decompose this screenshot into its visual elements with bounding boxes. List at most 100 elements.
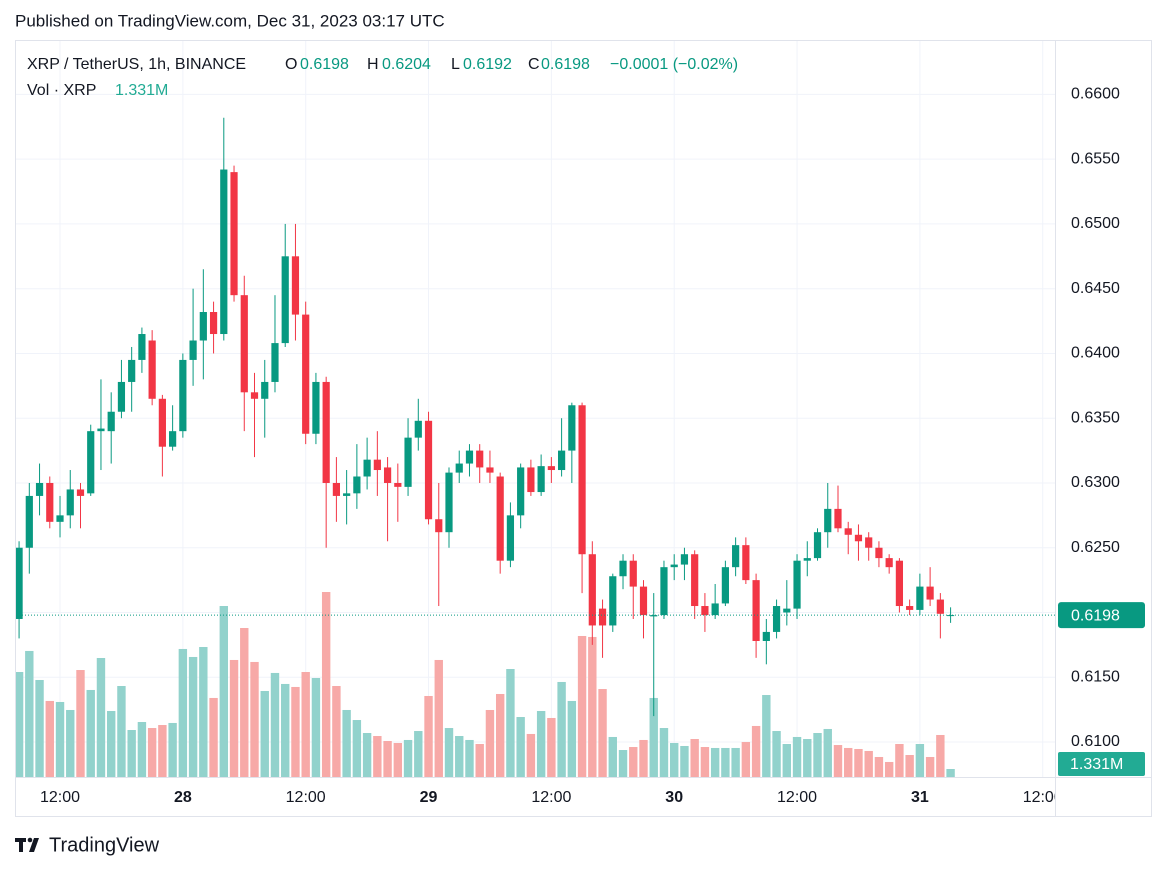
volume-bar (659, 728, 669, 777)
volume-bar (229, 659, 239, 777)
ohlc-value: 0.6204 (382, 56, 431, 73)
volume-bar (352, 720, 362, 777)
volume-bar (618, 750, 628, 777)
volume-bar (16, 671, 24, 777)
candle-body (332, 482, 341, 496)
y-tick-label: 0.6150 (1071, 668, 1120, 685)
volume-bar (864, 750, 873, 777)
candle-body (35, 482, 44, 496)
candle-body (250, 392, 259, 399)
volume-bar (526, 733, 536, 777)
volume-bar (86, 689, 95, 777)
volume-bar (147, 728, 157, 777)
volume-box (1058, 752, 1145, 776)
volume-bar (250, 661, 259, 777)
volume-bar (516, 717, 525, 777)
ohlc-letter: H (367, 56, 379, 73)
candle-body (629, 560, 637, 587)
published: Published on TradingView.com, Dec 31, 20… (15, 11, 445, 30)
ohlc-value: 0.6192 (463, 56, 512, 73)
volume-bar (168, 722, 177, 777)
ohlc-letter: O (285, 56, 297, 73)
volume-bar (741, 742, 751, 777)
ohlc-letter: L (451, 56, 460, 73)
candle-body (721, 567, 729, 604)
candle-body (291, 256, 300, 315)
x-tick-label: 12:00 (777, 789, 817, 806)
last-price-label: 0.6198 (1071, 607, 1120, 624)
footer-brand: TradingView (49, 834, 160, 856)
candle-body (158, 398, 166, 447)
volume-bar (925, 756, 935, 777)
volume-bar (270, 672, 280, 777)
volume-bar (946, 769, 955, 777)
candle-body (598, 608, 607, 626)
volume-bar (188, 656, 198, 777)
volume-bar (751, 725, 761, 777)
volume-bar (895, 744, 904, 777)
candle-body (261, 381, 269, 399)
candle-body (128, 359, 136, 382)
volume-bar (710, 747, 720, 777)
candle-body (803, 558, 811, 561)
candle-body (813, 532, 822, 559)
volume-bar (762, 695, 771, 777)
candle-body (209, 312, 218, 335)
volume-value: 1.331M (115, 82, 168, 99)
x-tick-label: 31 (911, 789, 929, 806)
y-tick-label: 0.6350 (1071, 409, 1120, 426)
candle-body (240, 295, 248, 393)
volume-bar (915, 744, 925, 777)
candle-body (496, 476, 504, 561)
volume-bar (240, 628, 249, 777)
volume-bar (260, 690, 269, 777)
candle-body (568, 405, 576, 451)
ohlc-value: 0.6198 (541, 56, 590, 73)
volume-bar (209, 697, 218, 777)
x-axis: 12:00 28 12:00 29 12:00 30 12:00 31 12:00 (40, 789, 1063, 806)
volume-bar (158, 725, 167, 777)
volume-bar (96, 657, 106, 777)
y-tick-label: 0.6450 (1071, 280, 1120, 297)
candle-body (793, 560, 801, 609)
candle-body (916, 586, 924, 610)
candle-body (424, 420, 433, 520)
candle-body (353, 476, 361, 494)
candle-body (865, 537, 873, 548)
candle-body (445, 472, 453, 533)
volume-bar (567, 700, 577, 777)
volume-bar (414, 731, 423, 777)
volume-bar (465, 739, 474, 777)
volume-bar (219, 606, 228, 777)
candle-body (179, 359, 187, 432)
candle-body (711, 603, 719, 616)
candle-body (148, 340, 156, 399)
candle-body (946, 615, 955, 617)
x-tick-label: 12:00 (1023, 789, 1063, 806)
candle-body (844, 528, 852, 535)
volume-bar (936, 734, 945, 777)
y-tick-label: 0.6550 (1071, 150, 1120, 167)
candle-body (16, 547, 23, 619)
y-tick-label: 0.6300 (1071, 474, 1120, 491)
volume-bar (137, 722, 147, 777)
ohlc-value: 0.6198 (300, 56, 349, 73)
candle-body (517, 467, 525, 516)
candle-body (169, 431, 177, 447)
volume-bar (803, 739, 812, 777)
candle-body (46, 482, 54, 522)
frame (15, 40, 1152, 817)
candle-body (435, 519, 443, 533)
volume-bar (444, 728, 454, 777)
volume-bar (321, 592, 331, 777)
x-tick-label: 12:00 (286, 789, 326, 806)
volume-bar (854, 748, 863, 777)
volume-bar (772, 731, 781, 777)
candle-body (752, 580, 760, 641)
volume-axis-label: 1.331M (1070, 756, 1123, 773)
volume-bar (588, 636, 597, 777)
volume-bar (373, 736, 382, 777)
x-tick-label: 12:00 (531, 789, 571, 806)
change: −0.0001 (−0.02%) (610, 56, 738, 73)
